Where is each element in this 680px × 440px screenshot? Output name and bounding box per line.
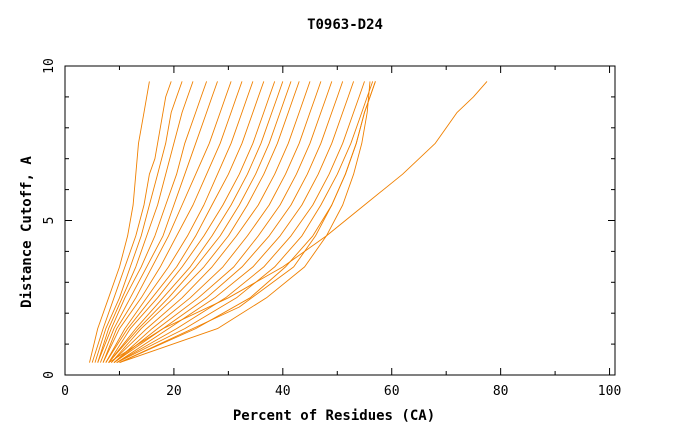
series-line-3: [94, 81, 183, 363]
chart-title: T0963-D24: [307, 17, 383, 33]
y-tick-label: 5: [42, 217, 57, 225]
x-tick-label: 80: [493, 384, 509, 399]
series-layer: [89, 81, 488, 364]
y-axis-label: Distance Cutoff, A: [19, 156, 35, 308]
x-tick-label: 100: [598, 384, 621, 399]
y-tick-labels: 0 5 10: [42, 58, 57, 379]
series-line-16: [113, 81, 322, 363]
series-line-23: [119, 81, 371, 364]
x-axis-label: Percent of Residues (CA): [233, 408, 435, 424]
x-tick-labels: 0 20 40 60 80 100: [61, 384, 621, 399]
series-line-24: [119, 81, 376, 364]
series-line-15: [110, 81, 311, 363]
series-line-21: [116, 81, 374, 364]
series-line-4: [97, 81, 194, 363]
x-tick-label: 40: [275, 384, 291, 399]
series-line-8: [102, 81, 243, 363]
series-line-7: [102, 81, 232, 363]
y-tick-label: 0: [42, 371, 57, 379]
series-line-12: [108, 81, 284, 363]
series-line-20: [116, 81, 365, 363]
series-line-13: [108, 81, 292, 363]
series-line-2: [91, 81, 172, 363]
series-line-6: [99, 81, 218, 363]
x-tick-label: 20: [166, 384, 182, 399]
series-line-1: [89, 81, 150, 363]
series-line-14: [110, 81, 300, 363]
series-line-19: [116, 81, 355, 363]
y-tick-label: 10: [42, 58, 57, 74]
series-line-25: [108, 81, 488, 363]
x-tick-label: 60: [384, 384, 400, 399]
series-line-10: [105, 81, 265, 363]
series-line-9: [105, 81, 254, 363]
x-tick-label: 0: [61, 384, 69, 399]
series-line-5: [97, 81, 208, 363]
tick-layer: [64, 65, 615, 376]
series-line-18: [113, 81, 344, 363]
series-line-17: [113, 81, 333, 363]
series-line-11: [108, 81, 276, 363]
